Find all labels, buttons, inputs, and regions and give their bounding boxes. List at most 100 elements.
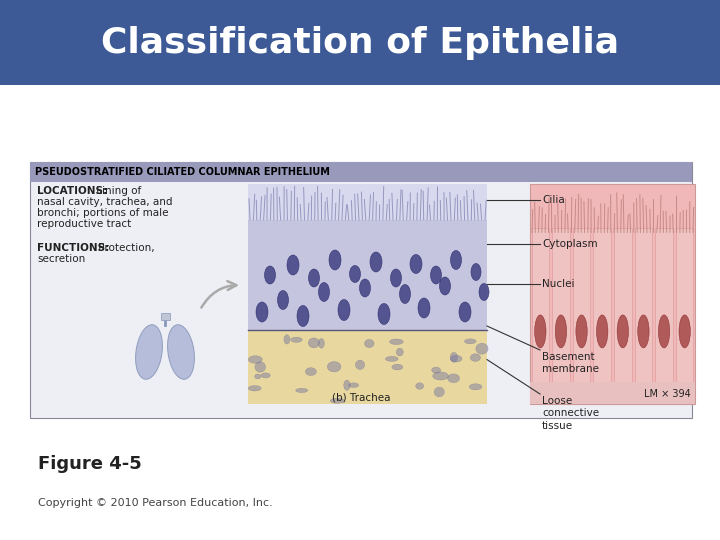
FancyBboxPatch shape — [634, 228, 652, 387]
Text: Basement
membrane: Basement membrane — [542, 352, 599, 374]
Ellipse shape — [450, 352, 458, 362]
Ellipse shape — [476, 343, 488, 354]
Ellipse shape — [385, 356, 398, 361]
Ellipse shape — [390, 339, 403, 345]
FancyBboxPatch shape — [0, 0, 720, 85]
Text: (b) Trachea: (b) Trachea — [332, 392, 390, 402]
Text: Cilia: Cilia — [542, 195, 564, 205]
Ellipse shape — [308, 269, 320, 287]
Ellipse shape — [617, 315, 629, 348]
Ellipse shape — [356, 360, 364, 369]
Ellipse shape — [330, 398, 344, 403]
FancyBboxPatch shape — [655, 228, 672, 387]
Ellipse shape — [555, 315, 567, 348]
Ellipse shape — [277, 291, 289, 309]
Ellipse shape — [596, 315, 608, 348]
Ellipse shape — [431, 266, 441, 284]
Ellipse shape — [433, 372, 449, 380]
Ellipse shape — [415, 383, 423, 389]
Ellipse shape — [392, 364, 402, 370]
FancyBboxPatch shape — [676, 228, 693, 387]
Ellipse shape — [638, 315, 649, 348]
Ellipse shape — [459, 302, 471, 322]
Ellipse shape — [390, 269, 402, 287]
Text: nasal cavity, trachea, and: nasal cavity, trachea, and — [37, 197, 173, 207]
FancyBboxPatch shape — [530, 184, 695, 404]
Ellipse shape — [255, 362, 266, 372]
Ellipse shape — [431, 367, 441, 373]
Text: LOCATIONS:: LOCATIONS: — [37, 186, 107, 196]
Ellipse shape — [135, 325, 163, 379]
FancyBboxPatch shape — [161, 313, 169, 320]
Ellipse shape — [297, 306, 309, 327]
FancyBboxPatch shape — [573, 228, 590, 387]
Text: Lining of: Lining of — [93, 186, 141, 196]
Ellipse shape — [400, 285, 410, 303]
FancyBboxPatch shape — [530, 382, 695, 404]
Ellipse shape — [451, 355, 462, 362]
Ellipse shape — [418, 298, 430, 318]
Ellipse shape — [378, 303, 390, 325]
Text: secretion: secretion — [37, 254, 85, 264]
Ellipse shape — [343, 380, 350, 390]
Text: Classification of Epithelia: Classification of Epithelia — [101, 25, 619, 59]
FancyBboxPatch shape — [614, 228, 631, 387]
Ellipse shape — [318, 282, 330, 301]
Ellipse shape — [469, 384, 482, 390]
Text: Cytoplasm: Cytoplasm — [542, 239, 598, 249]
Text: Protection,: Protection, — [95, 243, 155, 253]
Text: Nuclei: Nuclei — [542, 279, 575, 289]
FancyBboxPatch shape — [552, 228, 570, 387]
FancyBboxPatch shape — [248, 330, 487, 404]
Ellipse shape — [328, 362, 341, 372]
FancyBboxPatch shape — [248, 184, 487, 220]
Ellipse shape — [287, 255, 299, 275]
Ellipse shape — [658, 315, 670, 348]
Ellipse shape — [308, 338, 320, 348]
FancyBboxPatch shape — [248, 220, 487, 330]
Ellipse shape — [464, 339, 476, 344]
Text: Copyright © 2010 Pearson Education, Inc.: Copyright © 2010 Pearson Education, Inc. — [38, 498, 273, 508]
Ellipse shape — [261, 373, 270, 378]
Ellipse shape — [396, 348, 403, 356]
Ellipse shape — [256, 302, 268, 322]
Ellipse shape — [329, 250, 341, 270]
Ellipse shape — [296, 388, 307, 393]
Ellipse shape — [348, 383, 359, 388]
Ellipse shape — [364, 340, 374, 348]
Ellipse shape — [535, 315, 546, 348]
FancyBboxPatch shape — [30, 162, 692, 182]
Ellipse shape — [679, 315, 690, 348]
Ellipse shape — [248, 356, 262, 363]
Ellipse shape — [479, 284, 489, 300]
Ellipse shape — [439, 277, 451, 295]
Ellipse shape — [291, 337, 302, 342]
FancyBboxPatch shape — [531, 228, 549, 387]
Text: bronchi; portions of male: bronchi; portions of male — [37, 208, 168, 218]
Ellipse shape — [284, 335, 290, 344]
Ellipse shape — [305, 368, 316, 375]
FancyBboxPatch shape — [30, 162, 692, 418]
Ellipse shape — [410, 254, 422, 273]
Text: Classification of Epithelia: Classification of Epithelia — [101, 25, 619, 59]
Ellipse shape — [248, 386, 261, 391]
Ellipse shape — [451, 251, 462, 269]
Text: Figure 4-5: Figure 4-5 — [38, 455, 142, 473]
Ellipse shape — [470, 354, 480, 361]
Text: PSEUDOSTRATIFIED CILIATED COLUMNAR EPITHELIUM: PSEUDOSTRATIFIED CILIATED COLUMNAR EPITH… — [35, 167, 330, 177]
Ellipse shape — [349, 266, 361, 282]
Ellipse shape — [370, 252, 382, 272]
Ellipse shape — [576, 315, 588, 348]
Text: reproductive tract: reproductive tract — [37, 219, 131, 229]
Ellipse shape — [338, 300, 350, 321]
Ellipse shape — [264, 266, 276, 284]
Ellipse shape — [471, 264, 481, 280]
Ellipse shape — [359, 279, 371, 297]
Ellipse shape — [448, 374, 459, 383]
FancyBboxPatch shape — [593, 228, 611, 387]
Ellipse shape — [255, 374, 261, 379]
Text: LM × 394: LM × 394 — [644, 389, 691, 399]
Ellipse shape — [168, 325, 194, 379]
Text: Loose
connective
tissue: Loose connective tissue — [542, 396, 599, 431]
Ellipse shape — [434, 387, 444, 397]
